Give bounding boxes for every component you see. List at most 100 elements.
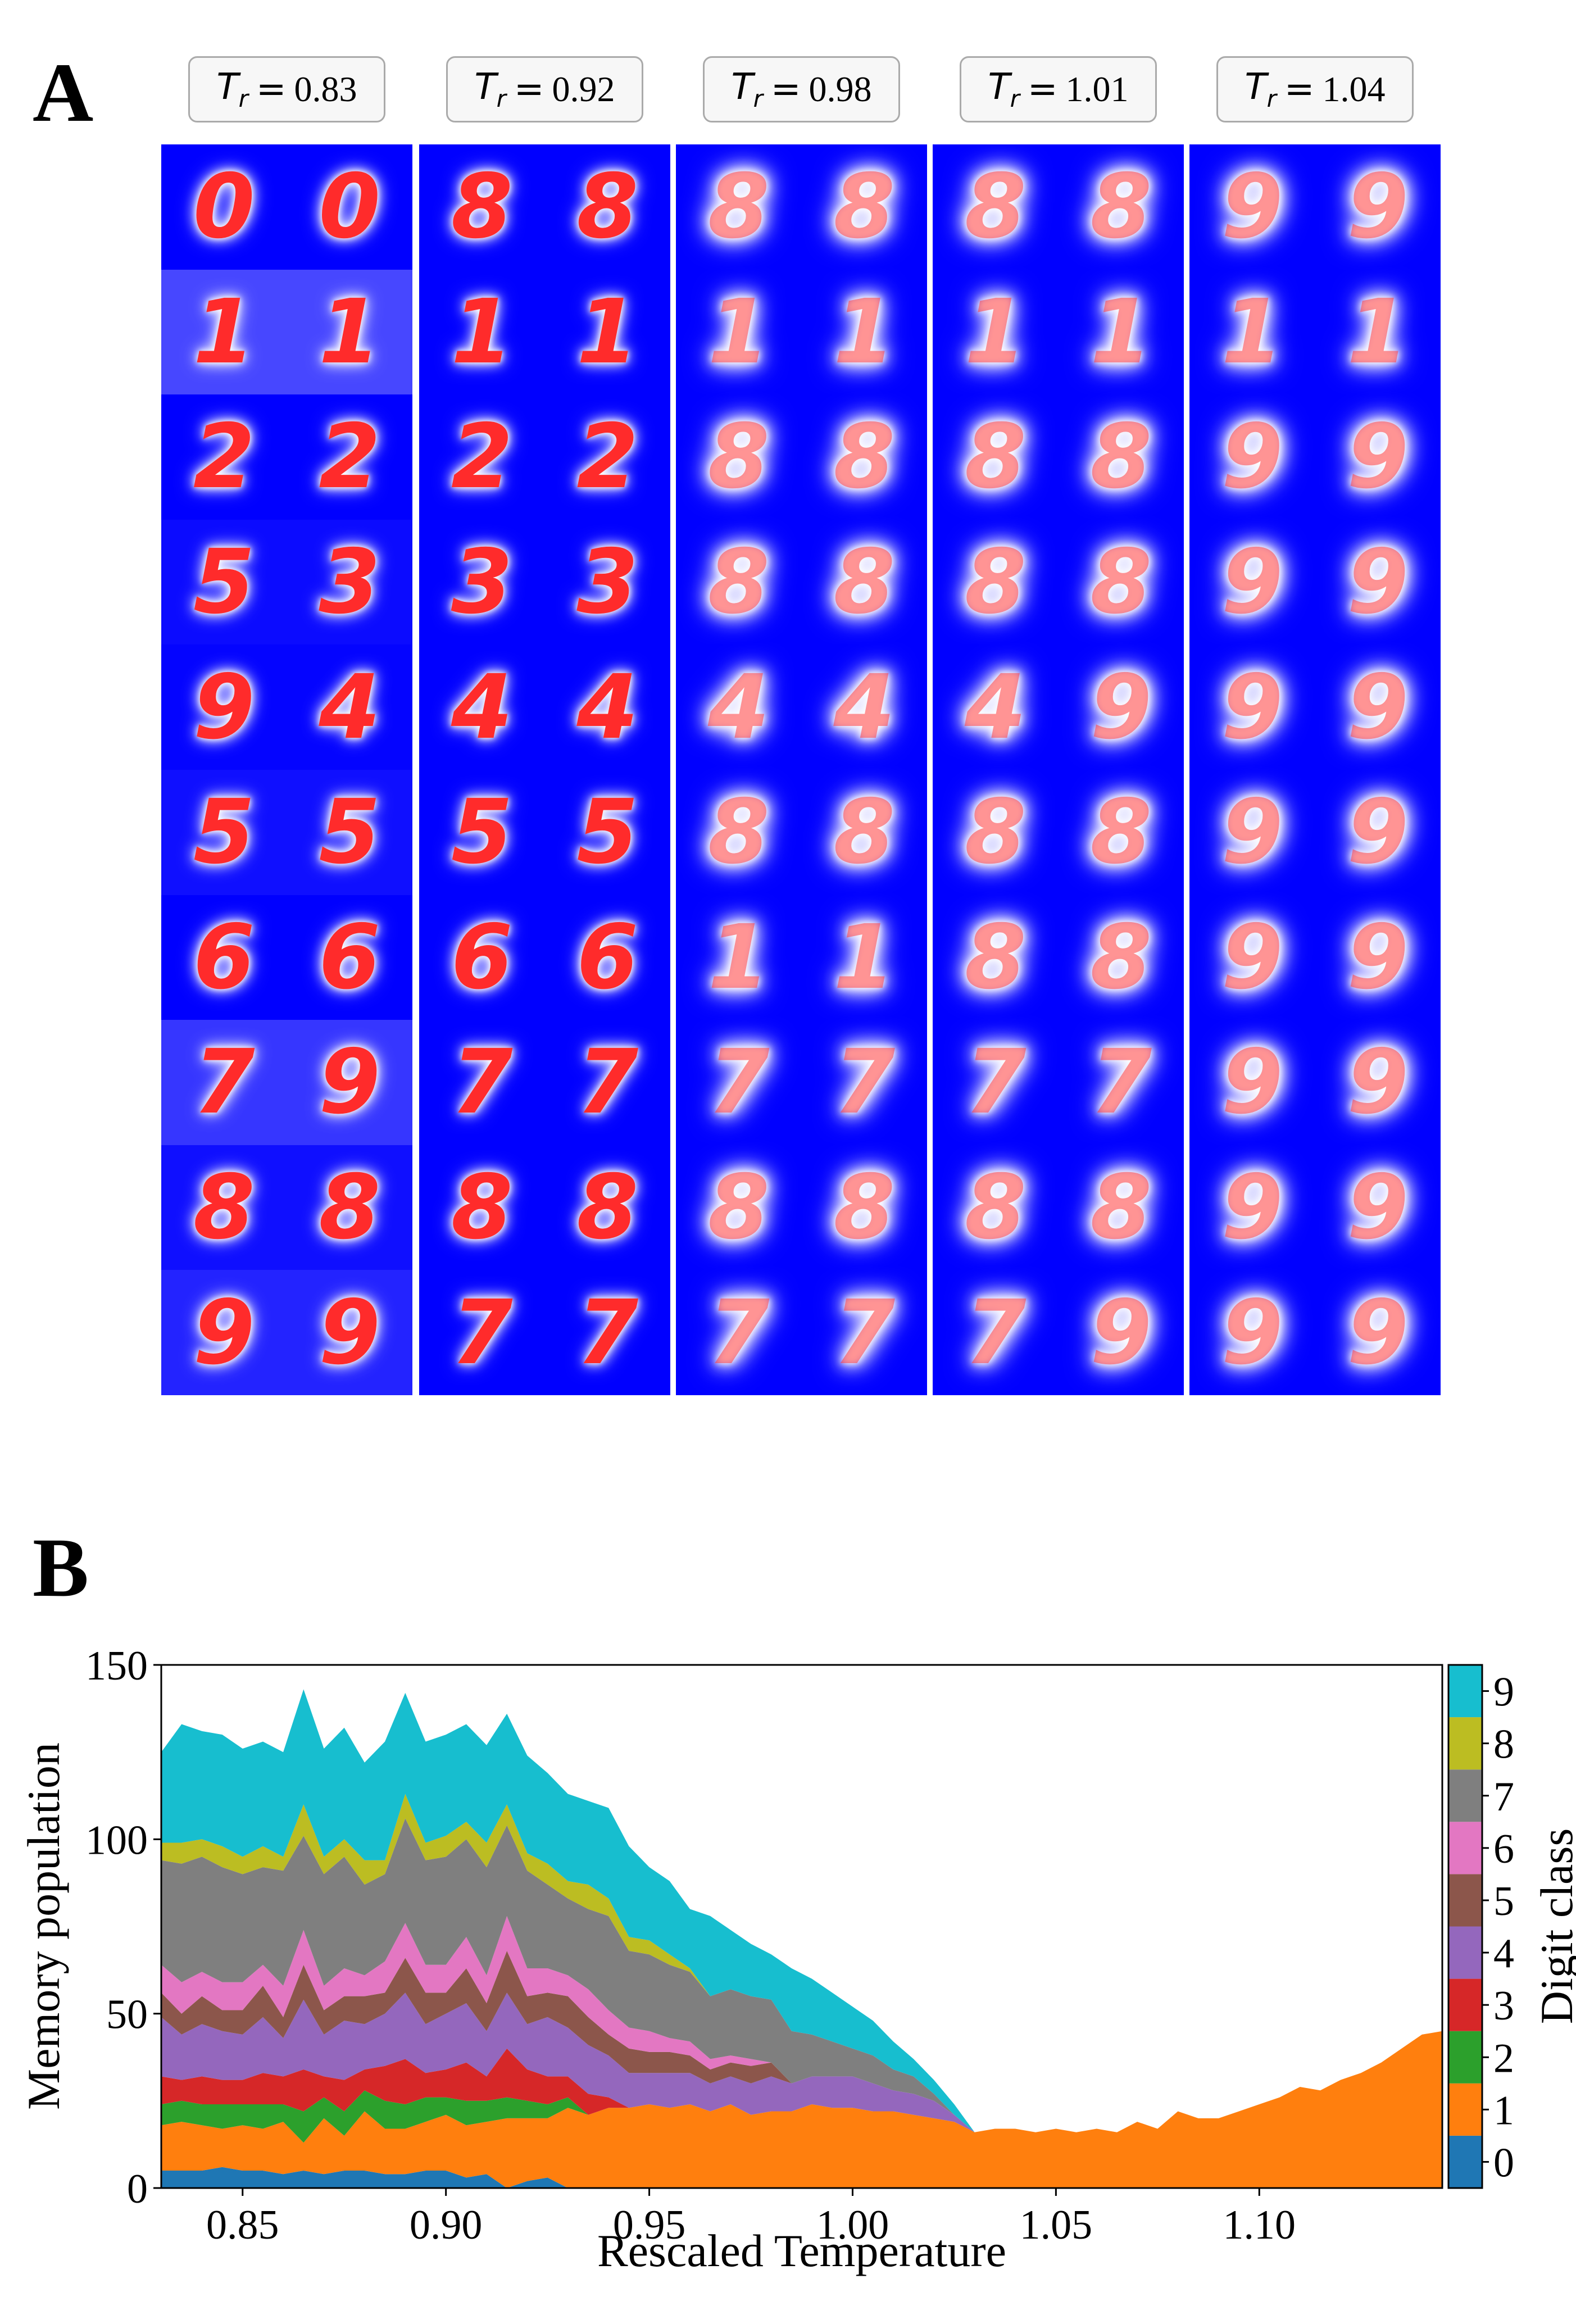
digit-cell: 8: [287, 1145, 412, 1270]
digit-image: 7: [451, 1281, 513, 1385]
digit-image: 8: [707, 405, 770, 509]
area-series-7: [161, 1818, 1442, 2132]
colorbar-tick-label: 4: [1493, 1931, 1514, 1977]
x-tick-label: 1.10: [1223, 2202, 1296, 2248]
digit-image: 9: [1221, 1281, 1283, 1385]
digit-cell: 8: [1058, 770, 1184, 895]
digit-image: 1: [1221, 280, 1283, 384]
digit-cell: 7: [676, 1020, 802, 1145]
digit-image: 9: [1347, 405, 1409, 509]
equals-sign: =: [256, 69, 287, 110]
digit-image: 9: [1347, 155, 1409, 259]
digit-image: 8: [707, 780, 770, 884]
digit-image: 7: [193, 1031, 255, 1134]
digit-image: 2: [451, 405, 513, 509]
digit-cell: 8: [933, 1145, 1059, 1270]
digit-cell: 3: [419, 519, 545, 645]
digit-cell: 9: [287, 1270, 412, 1395]
area-series-6: [161, 1916, 1442, 2132]
colorbar-tick-label: 9: [1493, 1669, 1514, 1715]
digit-image: 7: [707, 1031, 770, 1134]
colorbar-segment-3: [1448, 1978, 1482, 2031]
digit-cell: 8: [1058, 144, 1184, 270]
digit-cell: 1: [1315, 269, 1441, 395]
digit-image: 8: [833, 530, 896, 634]
digit-cell: 9: [1315, 770, 1441, 895]
stacked-areas: [161, 1689, 1442, 2188]
digit-cell: 5: [161, 519, 287, 645]
colorbar-segment-6: [1448, 1822, 1482, 1874]
digit-cell: 8: [801, 394, 927, 520]
digit-cell: 6: [287, 895, 412, 1020]
temperature-label-4: Tr = 1.01: [960, 56, 1157, 122]
panel-b-letter: B: [33, 1521, 89, 1614]
digit-cell: 7: [801, 1270, 927, 1395]
temperature-value: 1.04: [1322, 69, 1386, 109]
digit-image: 8: [833, 155, 896, 259]
digit-cell: 9: [1315, 519, 1441, 645]
area-series-5: [161, 1950, 1442, 2132]
temperature-label-5: Tr = 1.04: [1216, 56, 1414, 122]
digit-cell: 9: [1058, 1270, 1184, 1395]
digit-image: 9: [1221, 405, 1283, 509]
digit-cell: 9: [1315, 895, 1441, 1020]
digit-cell: 9: [1189, 1145, 1315, 1270]
digit-image: 7: [576, 1281, 639, 1385]
digit-cell: 2: [161, 394, 287, 520]
digit-cell: 7: [801, 1020, 927, 1145]
digit-cell: 4: [419, 644, 545, 770]
equals-sign: =: [1027, 69, 1058, 110]
digit-image: 7: [833, 1281, 896, 1385]
digit-image: 1: [707, 905, 770, 1009]
temperature-value: 1.01: [1065, 69, 1129, 109]
digit-image: 8: [964, 530, 1027, 634]
digit-image: 8: [707, 155, 770, 259]
digit-cell: 9: [1058, 644, 1184, 770]
temperature-symbol-letter: T: [988, 66, 1010, 108]
digit-cell: 8: [419, 144, 545, 270]
digit-image: 5: [193, 530, 255, 634]
digit-image: 7: [1090, 1031, 1152, 1134]
digit-image: 8: [833, 780, 896, 884]
digit-image: 6: [319, 905, 381, 1009]
digit-cell: 9: [1189, 1020, 1315, 1145]
digit-cell: 8: [933, 895, 1059, 1020]
digit-image: 9: [1221, 1031, 1283, 1134]
digit-image: 2: [576, 405, 639, 509]
digit-image: 8: [1090, 905, 1152, 1009]
digit-image: 1: [193, 280, 255, 384]
digit-image: 6: [193, 905, 255, 1009]
digit-image: 3: [576, 530, 639, 634]
digit-image: 8: [964, 1156, 1027, 1260]
digit-image: 9: [319, 1281, 381, 1385]
digit-image: 9: [1347, 1031, 1409, 1134]
digit-image: 0: [319, 155, 381, 259]
colorbar-tick-label: 7: [1493, 1774, 1514, 1820]
digit-image: 3: [451, 530, 513, 634]
digit-cell: 9: [1315, 644, 1441, 770]
digit-cell: 9: [1189, 144, 1315, 270]
digit-image: 4: [319, 655, 381, 759]
digit-image: 4: [833, 655, 896, 759]
digit-cell: 6: [544, 895, 670, 1020]
digit-image: 9: [1221, 1156, 1283, 1260]
digit-cell: 9: [1189, 895, 1315, 1020]
digit-cell: 1: [801, 895, 927, 1020]
panel-a-letter: A: [33, 46, 94, 139]
digit-cell: 8: [544, 144, 670, 270]
digit-image: 4: [576, 655, 639, 759]
digit-cell: 2: [419, 394, 545, 520]
digit-cell: 8: [801, 144, 927, 270]
digit-cell: 7: [544, 1020, 670, 1145]
digit-image: 0: [193, 155, 255, 259]
colorbar-tick-label: 8: [1493, 1722, 1514, 1768]
digit-cell: 9: [161, 1270, 287, 1395]
digit-cell: 4: [676, 644, 802, 770]
digit-cell: 6: [161, 895, 287, 1020]
colorbar-segment-5: [1448, 1874, 1482, 1927]
digit-image: 8: [1090, 155, 1152, 259]
temperature-subscript: r: [753, 84, 763, 112]
digit-cell: 3: [287, 519, 412, 645]
digit-cell: 9: [1189, 770, 1315, 895]
